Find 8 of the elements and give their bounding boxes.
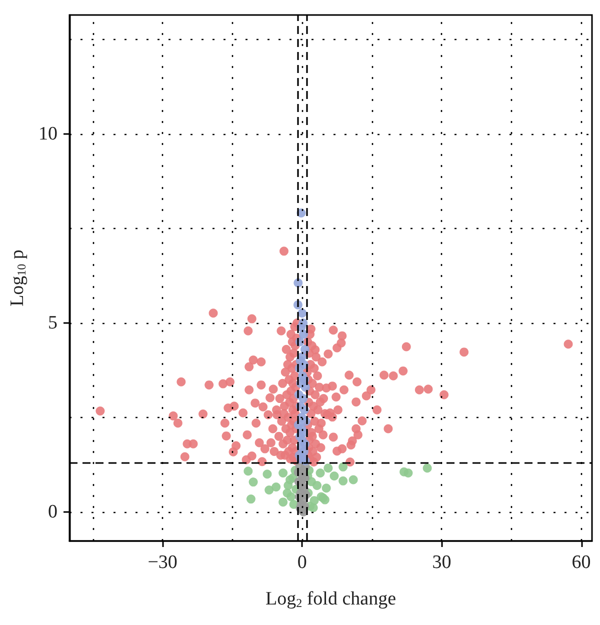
x-tick-label: 0: [297, 552, 307, 573]
y-axis-title: Log10 p: [7, 250, 28, 306]
x-tick-label: 60: [572, 552, 591, 573]
x-tick-label: −30: [148, 552, 178, 573]
y-tick-label: 5: [48, 312, 58, 334]
y-tick-label: 10: [38, 124, 58, 145]
x-tick-label: 30: [432, 552, 452, 573]
y-tick-label: 0: [48, 501, 58, 522]
